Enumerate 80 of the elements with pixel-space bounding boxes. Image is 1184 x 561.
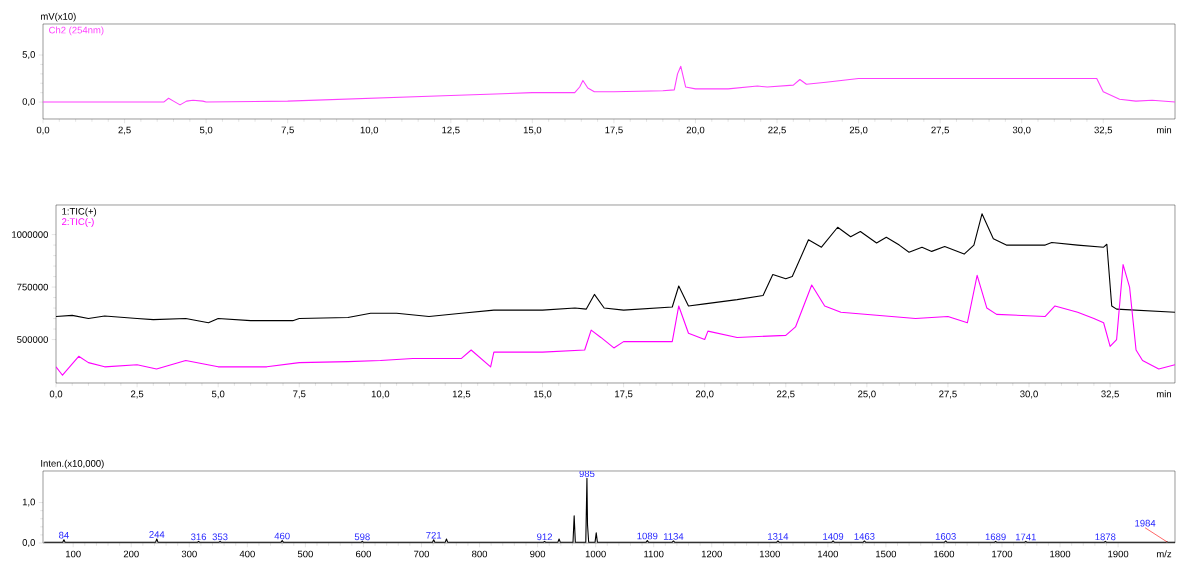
y-tick-label: 0,0 [22,98,35,106]
x-tick-label: 15,0 [533,390,552,399]
x-tick-label: 1300 [759,550,780,558]
x-tick-label: 12,5 [442,126,460,135]
x-tick-label: 0,0 [49,390,63,399]
annotation: 912 [537,533,553,541]
x-tick-label: 2,5 [130,390,144,399]
y-tick-label: 1,0 [22,498,35,507]
x-tick-label: 500 [297,550,313,558]
annotation: 1878 [1095,533,1116,541]
x-tick-label: 2,5 [118,126,131,135]
x-tick-label: 300 [181,550,197,558]
x-tick-label: 20,0 [695,390,714,399]
annotation: 84 [59,531,69,539]
y-axis-title: mV(x10) [41,12,76,22]
annotation: 1741 [1015,533,1036,541]
y-tick-label: 0,0 [22,539,35,547]
annotation: 1314 [768,533,789,540]
x-tick-label: 10,0 [371,390,390,399]
x-tick-label: 10,0 [360,126,379,135]
x-tick-label: 1200 [701,550,722,558]
x-tick-label: 27,5 [939,390,957,399]
x-tick-label: 1700 [992,550,1013,558]
annotation: 244 [149,531,165,538]
x-tick-label: 100 [65,550,81,558]
x-tick-label: 200 [123,550,139,558]
x-tick-label: 25,0 [849,126,868,135]
x-tick-label: 400 [239,550,255,558]
x-tick-label: 1900 [1108,550,1129,558]
x-tick-label: 32,5 [1101,390,1119,399]
x-tick-label: 15,0 [523,126,542,135]
x-tick-label: 5,0 [199,126,213,135]
text: Ch2 (254nm) [49,26,104,36]
x-tick-label: 17,5 [615,390,633,399]
annotation: 1089 [637,532,658,540]
x-tick-label: 22,5 [777,390,795,399]
text: 2:TIC(-) [62,218,94,227]
y-axis-title: Inten.(x10,000) [41,459,104,469]
x-tick-label: 700 [414,550,430,558]
annotation: 316 [191,533,207,541]
x-tick-label: 22,5 [768,126,786,135]
x-tick-label: 30,0 [1020,390,1038,399]
annotation: 1463 [854,533,875,540]
x-tick-label: 1100 [644,550,664,558]
x-tick-label: 32,5 [1094,126,1113,135]
text: 1:TIC(+) [62,207,97,217]
x-tick-label: 800 [472,550,488,558]
annotation: 1984 [1135,519,1156,527]
y-tick-label: 1000000 [12,231,48,238]
x-tick-label: 7,5 [293,390,306,399]
x-tick-label: 5,0 [211,390,225,399]
annotation: 1134 [663,533,684,540]
annotation: 1409 [823,533,844,540]
x-tick-label: 30,0 [1012,126,1031,135]
line-series [56,264,1175,376]
annotation: 721 [426,531,442,539]
y-tick-label: 750000 [17,283,48,291]
x-tick-label: 600 [356,550,371,558]
y-tick-label: 500000 [17,336,48,343]
x-tick-label: 7,5 [281,126,294,135]
annotation: 460 [274,532,290,540]
annotation: 353 [212,533,228,541]
x-tick-label: 1800 [1050,550,1071,558]
x-axis-title: min [1156,126,1172,134]
annotation: 1689 [985,533,1006,541]
x-axis-title: m/z [1156,550,1172,558]
x-tick-label: 25,0 [858,390,876,399]
x-tick-label: 12,5 [452,390,471,399]
x-axis-title: min [1156,390,1171,398]
x-tick-label: 1600 [934,550,955,558]
y-tick-label: 5,0 [22,51,35,59]
annotation: 1603 [935,533,956,540]
x-tick-label: 20,0 [686,126,705,135]
x-tick-label: 900 [530,550,546,558]
x-tick-label: 1000 [585,550,606,558]
x-tick-label: 17,5 [605,126,623,135]
annotation: 598 [354,533,370,541]
x-tick-label: 27,5 [931,126,949,135]
x-tick-label: 1500 [876,550,897,558]
x-tick-label: 1400 [818,550,839,558]
